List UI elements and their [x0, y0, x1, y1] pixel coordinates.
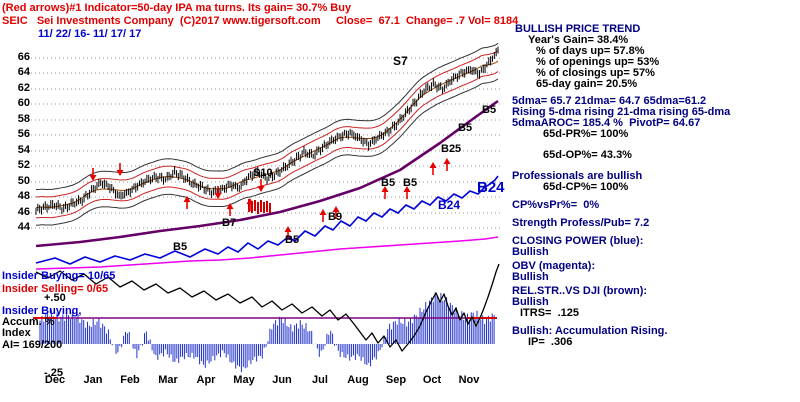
- left-panel-label: AI= 169/200: [2, 339, 63, 351]
- stats-panel-line: Rising 5-dma rising 21-dma rising 65-dma: [512, 106, 731, 118]
- stats-panel-line: % of openings up= 53%: [536, 56, 660, 68]
- y-axis-tick-label: 58: [17, 113, 30, 125]
- x-axis-month-label: Sep: [385, 374, 407, 386]
- y-axis-tick-label: 52: [17, 159, 30, 171]
- y-axis-tick-label: 64: [17, 66, 30, 78]
- x-axis-month-label: Aug: [347, 374, 369, 386]
- stats-panel-line: ITRS= .125: [520, 307, 580, 319]
- signal-annotation: B5: [482, 104, 497, 116]
- signal-annotation: B25: [441, 143, 462, 155]
- stats-panel-line: % of closings up= 57%: [536, 67, 655, 79]
- left-panel-label: Insider Buying= 10/65: [2, 270, 116, 282]
- stats-panel-line: IP= .306: [528, 336, 573, 348]
- y-axis-tick-label: 48: [17, 190, 30, 202]
- left-panel-label: Insider Selling= 0/65: [2, 283, 109, 295]
- signal-annotation: B5: [285, 234, 300, 246]
- y-axis-tick-label: 44: [17, 221, 30, 233]
- stats-panel-line: Bullish: [512, 296, 549, 308]
- stats-panel-line: Professionals are bullish: [512, 170, 643, 182]
- stats-panel-line: Bullish: [512, 271, 549, 283]
- stats-panel-line: Bullish: Accumulation Rising.: [512, 325, 668, 337]
- stats-panel-line: % of days up= 57.8%: [536, 45, 645, 57]
- stats-panel-line: REL.STR..VS DJI (brown):: [512, 285, 648, 297]
- signal-annotation: B24: [438, 198, 461, 212]
- left-panel-label: Index: [2, 327, 31, 339]
- x-axis-month-label: Jun: [272, 374, 292, 386]
- x-axis-month-label: Apr: [196, 374, 216, 386]
- x-axis-month-label: Oct: [422, 374, 442, 386]
- signal-annotation: S7: [393, 54, 408, 68]
- ticker-header: SEIC Sei Investments Company (C)2017 www…: [2, 15, 519, 27]
- y-axis-tick-label: 56: [17, 128, 30, 140]
- left-panel-label: -.25: [44, 367, 63, 379]
- left-panel-label: Accum. %: [2, 316, 55, 328]
- y-axis-tick-label: 66: [17, 51, 30, 63]
- indicator-header: (Red arrows)#1 Indicator=50-day IPA ma t…: [2, 2, 352, 14]
- stats-panel-line: Strength Profess/Pub= 7.2: [512, 217, 650, 229]
- x-axis-month-label: Nov: [458, 374, 480, 386]
- x-axis-month-label: May: [233, 374, 255, 386]
- date-range-label: 11/ 22/ 16- 11/ 17/ 17: [38, 28, 142, 40]
- stats-panel-line: OBV (magenta):: [512, 260, 596, 272]
- stats-panel-line: Bullish: [512, 246, 549, 258]
- stats-panel-line: BULLISH PRICE TREND: [515, 23, 641, 35]
- stats-panel-line: Year's Gain= 38.4%: [528, 34, 629, 46]
- x-axis-month-label: Jan: [83, 374, 103, 386]
- y-axis-tick-label: 60: [17, 97, 30, 109]
- stats-panel-line: 5dma= 65.7 21dma= 64.7 65dma=61.2: [512, 95, 707, 107]
- stats-panel-line: 65-day gain= 20.5%: [536, 78, 638, 90]
- stats-panel-line: 5dmaAROC= 185.4 % PivotP= 64.67: [512, 117, 701, 129]
- x-axis-month-label: Feb: [120, 374, 140, 386]
- signal-annotation: B7: [222, 217, 237, 229]
- y-axis-tick-label: 50: [17, 175, 30, 187]
- signal-annotation: B5: [381, 177, 396, 189]
- signal-annotation: B9: [328, 211, 343, 223]
- y-axis-tick-label: 46: [17, 206, 30, 218]
- signal-annotation: B5: [458, 122, 473, 134]
- x-axis-month-label: Dec: [44, 374, 66, 386]
- left-panel-label: Insider Buying,: [2, 305, 82, 317]
- y-axis-tick-label: 62: [17, 82, 30, 94]
- stats-panel-line: 65d-CP%= 100%: [543, 181, 629, 193]
- signal-annotation: B5: [173, 241, 188, 253]
- stats-panel-line: 65d-PR%= 100%: [543, 128, 629, 140]
- left-panel-label: +.50: [44, 292, 66, 304]
- y-axis-tick-label: 54: [17, 144, 30, 156]
- stats-panel-line: CLOSING POWER (blue):: [512, 235, 644, 247]
- x-axis-month-label: Mar: [158, 374, 178, 386]
- signal-annotation: B5: [403, 177, 418, 189]
- signal-annotation: B24: [477, 179, 505, 196]
- signal-annotation: S10: [253, 167, 273, 179]
- stats-panel-line: 65d-OP%= 43.3%: [543, 149, 632, 161]
- x-axis-month-label: Jul: [312, 374, 328, 386]
- stats-panel-line: CP%vsPr%= 0%: [512, 199, 600, 211]
